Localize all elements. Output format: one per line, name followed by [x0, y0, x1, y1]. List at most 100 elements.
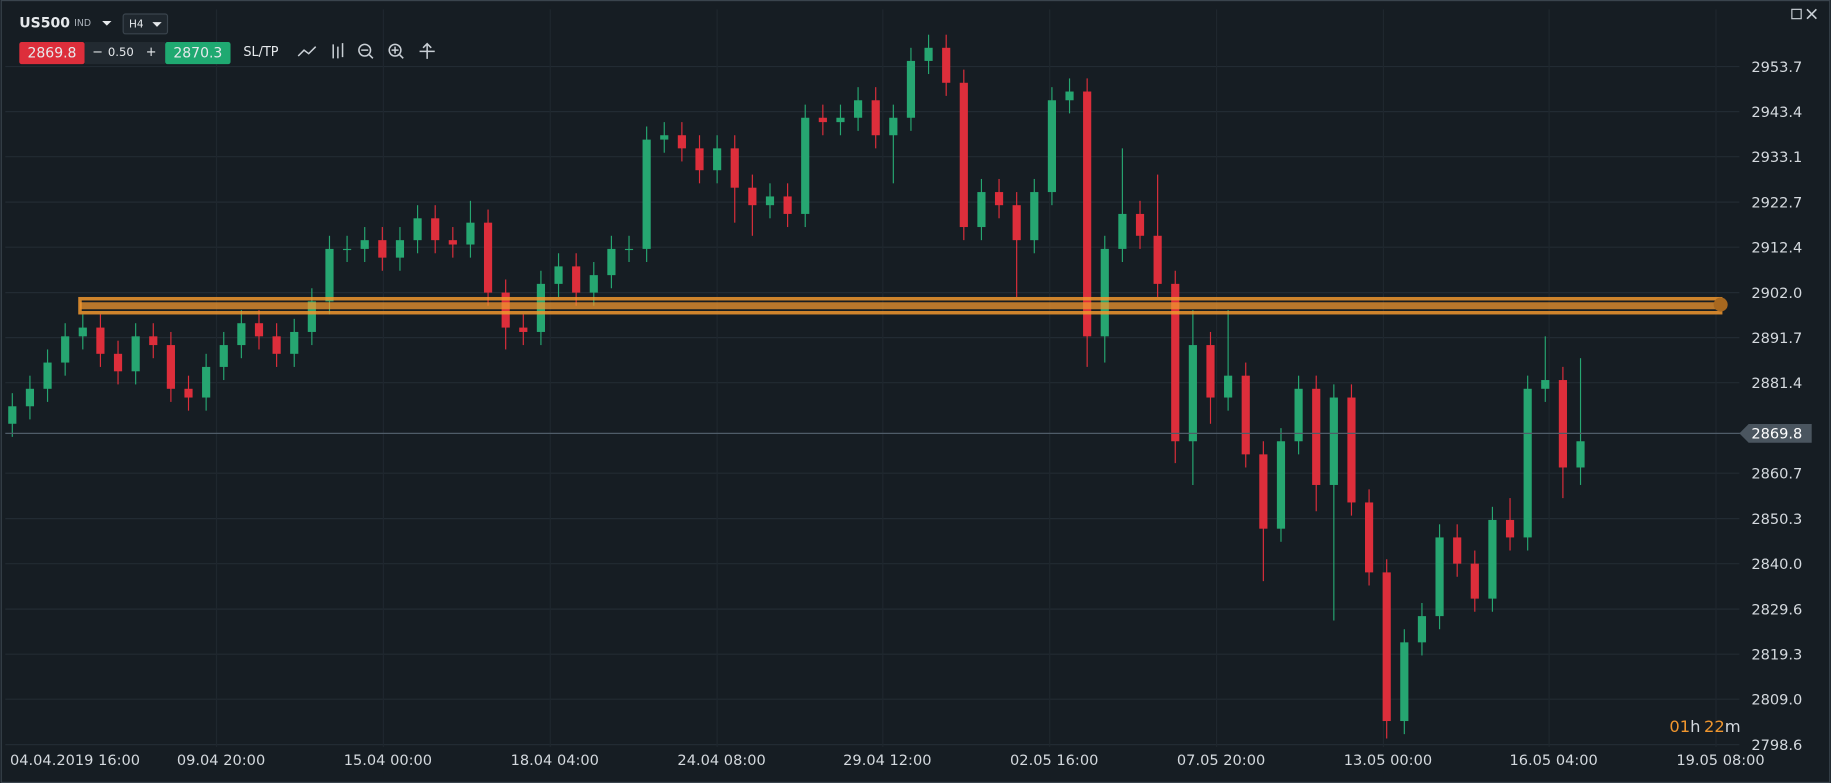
candle-body [1382, 572, 1391, 722]
candle-body [395, 240, 405, 258]
candle-body [889, 117, 898, 136]
candle-body [8, 406, 17, 424]
candle-body [1241, 375, 1250, 455]
candle-body [325, 248, 334, 302]
level-handle [1713, 297, 1728, 312]
candle-body [677, 135, 686, 149]
candle-body [607, 248, 616, 276]
x-tick-label: 07.05 20:00 [1177, 752, 1265, 769]
candle-body [977, 192, 986, 228]
toolbar-icons[interactable] [297, 42, 435, 59]
spread-minus[interactable]: − [92, 45, 103, 60]
y-tick-label: 2933.1 [1751, 149, 1802, 166]
candle-body [1576, 441, 1585, 468]
candle-body [695, 148, 704, 171]
sl-tp[interactable]: SL/TP [243, 45, 278, 60]
candle-body [942, 47, 951, 83]
spread: 0.50 [108, 45, 134, 59]
dropdown-icon[interactable] [152, 22, 162, 27]
candle-body [378, 240, 387, 258]
y-tick-label: 2943.4 [1751, 104, 1802, 121]
ask[interactable]: 2870.3 [173, 46, 222, 62]
current-price-label: 2869.8 [1751, 426, 1802, 443]
candle-body [1224, 375, 1233, 398]
countdown-minutes: 22 [1704, 716, 1725, 735]
candle-body [413, 218, 422, 241]
candle-body [1118, 213, 1127, 249]
candle-body [818, 117, 827, 123]
countdown: 01h 22m [1669, 716, 1740, 735]
y-tick-label: 2819.3 [1751, 646, 1802, 663]
candle-body [836, 117, 845, 123]
x-tick-label: 15.04 00:00 [344, 752, 432, 769]
y-tick-label: 2881.4 [1751, 375, 1802, 392]
candle-body [1188, 345, 1197, 442]
candle-body [1347, 397, 1356, 503]
candle-body [1417, 616, 1427, 643]
x-tick-label: 29.04 12:00 [843, 752, 931, 769]
symbol[interactable]: US500 [19, 15, 70, 31]
candle-body [765, 196, 775, 206]
candle-body [660, 135, 669, 140]
current-price-tag [1739, 424, 1812, 443]
candle-body [1329, 397, 1338, 485]
candle-body [1135, 213, 1145, 236]
timeframe-box[interactable] [122, 13, 169, 35]
candle-body [1276, 441, 1286, 529]
candle-body [554, 266, 563, 284]
candle-body [748, 187, 757, 206]
x-tick-label: 13.05 00:00 [1344, 752, 1432, 769]
candle-body [219, 345, 228, 367]
y-tick-label: 2840.0 [1751, 556, 1802, 573]
candle-body [1488, 519, 1497, 599]
countdown-h: h [1690, 716, 1700, 735]
candle-body [96, 327, 105, 354]
spread-plus[interactable]: + [146, 45, 157, 60]
candle-body [501, 292, 510, 328]
maximize-icon[interactable] [1791, 8, 1802, 20]
candle-body [360, 240, 369, 249]
candle-body [1470, 563, 1479, 599]
y-tick-label: 2860.7 [1751, 465, 1802, 482]
candle-body [642, 139, 651, 249]
close-icon[interactable] [1806, 8, 1817, 20]
candle-body [1453, 537, 1462, 564]
x-tick-label: 04.04.2019 16:00 [10, 752, 140, 769]
candle-body [149, 336, 158, 346]
candle-body [854, 100, 863, 118]
bid[interactable]: 2869.8 [27, 46, 76, 62]
x-tick-label: 18.04 04:00 [511, 752, 599, 769]
candle-body [1541, 380, 1550, 389]
candle-body [113, 353, 123, 372]
candle-body [43, 362, 52, 389]
countdown-hours: 01 [1669, 716, 1690, 735]
dropdown-icon[interactable] [102, 21, 112, 26]
x-tick-label: 02.05 16:00 [1010, 752, 1098, 769]
candle-body [519, 327, 528, 332]
candle-body [78, 327, 87, 337]
candle-body [959, 82, 968, 228]
candle-body [61, 336, 70, 363]
candle-body [1312, 388, 1321, 485]
bid-button[interactable] [19, 42, 85, 65]
y-tick-label: 2809.0 [1751, 691, 1802, 708]
candle-body [1558, 380, 1567, 468]
ask-button[interactable] [165, 42, 231, 65]
candle-body [871, 100, 880, 136]
candle-body [1505, 519, 1515, 538]
y-tick-label: 2891.7 [1751, 330, 1802, 347]
candle-body [1400, 642, 1409, 722]
candle-body [589, 275, 598, 293]
candle-body [1171, 283, 1180, 442]
candle-body [237, 323, 246, 346]
candle-body [1100, 248, 1109, 337]
candle-body [1153, 235, 1162, 284]
candle-body [1206, 345, 1215, 398]
candle-body [1364, 502, 1374, 573]
candle-body [431, 218, 440, 241]
candle-body [1083, 91, 1092, 337]
timeframe[interactable]: H4 [129, 19, 144, 31]
candle-body [448, 240, 457, 245]
